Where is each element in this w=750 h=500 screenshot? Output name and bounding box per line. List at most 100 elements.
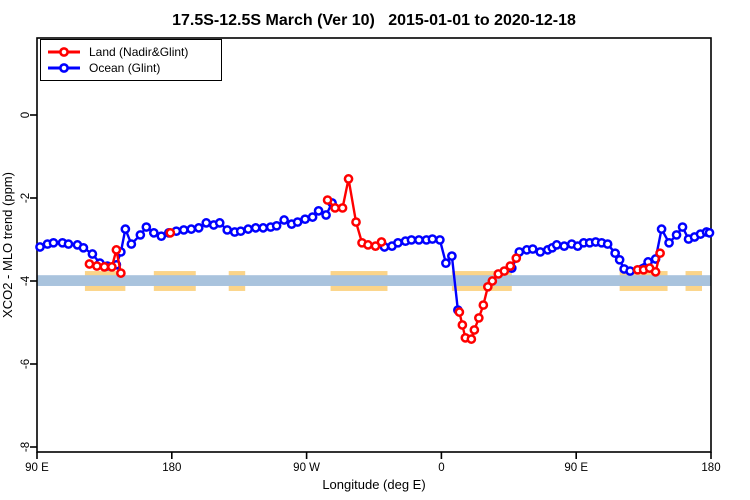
land-data-point <box>322 195 333 205</box>
legend-land-marker-icon <box>48 47 80 57</box>
ocean-data-point <box>441 258 451 269</box>
ocean-data-point <box>535 247 546 257</box>
y-tick-label: -4 <box>20 275 32 286</box>
x-tick-label: 180 <box>701 462 720 474</box>
x-tick-label: 90 W <box>293 462 320 474</box>
ocean-series-line <box>39 202 334 268</box>
land-data-point <box>376 237 387 247</box>
ocean-data-point <box>250 223 261 233</box>
legend-ocean-label: Ocean (Glint) <box>89 61 161 75</box>
land-data-point <box>99 262 110 272</box>
ocean-data-point <box>321 210 331 220</box>
ocean-data-point <box>300 214 310 225</box>
land-data-point <box>650 267 661 277</box>
ocean-series-line <box>384 237 460 311</box>
land-data-point <box>107 262 117 272</box>
ocean-data-point <box>35 242 45 252</box>
land-data-point <box>655 248 665 259</box>
land-data-point <box>92 261 102 271</box>
ocean-data-point <box>656 224 667 234</box>
ocean-data-point <box>156 231 167 242</box>
ocean-data-point <box>551 240 562 250</box>
x-tick-label: 90 E <box>564 462 588 474</box>
ocean-data-point <box>610 248 620 259</box>
ocean-data-point <box>435 235 445 245</box>
ocean-data-point <box>126 239 137 249</box>
y-axis-label: XCO2 - MLO trend (ppm) <box>0 172 15 318</box>
legend-item-land: Land (Nadir&Glint) <box>47 44 213 60</box>
y-tick-label: -6 <box>20 359 32 369</box>
ocean-data-point <box>135 230 146 240</box>
land-data-point <box>116 268 126 278</box>
ocean-data-point <box>178 225 189 235</box>
ocean-data-point <box>201 218 212 228</box>
land-data-point <box>84 259 95 269</box>
ocean-data-point <box>222 225 233 235</box>
x-tick-label: 90 E <box>25 462 49 474</box>
land-data-point <box>337 203 348 213</box>
ocean-data-point <box>258 223 269 233</box>
ocean-data-point <box>243 224 254 234</box>
ocean-data-point <box>214 218 225 228</box>
x-axis-label: Longitude (deg E) <box>322 477 426 492</box>
ocean-data-point <box>279 215 289 225</box>
ocean-data-point <box>87 249 98 259</box>
y-tick-label: -8 <box>20 442 32 452</box>
ocean-data-point <box>527 244 538 254</box>
ocean-data-point <box>614 254 625 265</box>
ocean-data-point <box>671 230 682 240</box>
ocean-data-point <box>193 223 204 233</box>
ocean-data-point <box>393 237 403 248</box>
ocean-data-point <box>602 239 613 249</box>
land-data-point <box>351 217 361 227</box>
ocean-data-point <box>664 237 674 248</box>
land-data-point <box>505 261 516 271</box>
ocean-data-point <box>307 212 318 222</box>
land-data-point <box>454 307 465 317</box>
ocean-data-point <box>141 222 152 232</box>
ocean-data-point <box>427 234 438 244</box>
ocean-data-point <box>406 235 417 245</box>
ocean-data-point <box>704 228 715 238</box>
land-data-point <box>469 325 480 335</box>
land-data-point <box>466 334 477 344</box>
ocean-data-point <box>120 224 131 234</box>
ocean-data-point <box>148 228 159 238</box>
ocean-data-point <box>677 222 688 232</box>
land-data-point <box>499 266 510 276</box>
legend-box: Land (Nadir&Glint) Ocean (Glint) <box>40 39 222 81</box>
legend-item-ocean: Ocean (Glint) <box>47 60 213 76</box>
x-tick-label: 180 <box>162 462 181 474</box>
ocean-data-point <box>271 220 282 231</box>
land-data-point <box>473 313 484 323</box>
land-data-point <box>478 300 489 310</box>
x-tick-label: 0 <box>438 462 444 474</box>
ocean-data-point <box>186 224 197 234</box>
legend-ocean-marker-icon <box>48 63 80 73</box>
ocean-data-point <box>447 251 457 261</box>
land-data-point <box>487 276 498 286</box>
y-tick-label: 0 <box>20 112 32 118</box>
ocean-data-point <box>63 239 74 249</box>
land-data-point <box>457 320 468 330</box>
chart-title: 17.5S-12.5S March (Ver 10) 2015-01-01 to… <box>172 12 576 29</box>
land-data-point <box>111 245 122 255</box>
y-tick-label: -2 <box>20 193 32 203</box>
ocean-data-point <box>625 266 635 276</box>
ocean-data-point <box>235 226 246 237</box>
ocean-data-point <box>559 241 570 251</box>
ocean-data-point <box>48 237 59 248</box>
ocean-data-point <box>414 235 424 245</box>
ocean-coverage-band <box>37 275 711 286</box>
ocean-data-point <box>313 206 324 216</box>
land-data-point <box>165 228 176 238</box>
land-data-point <box>363 240 373 250</box>
legend-land-label: Land (Nadir&Glint) <box>89 45 189 59</box>
land-data-point <box>511 253 522 264</box>
land-data-point <box>343 174 354 184</box>
land-data-point <box>330 203 340 213</box>
ocean-data-point <box>78 242 89 253</box>
ocean-data-point <box>292 217 303 227</box>
